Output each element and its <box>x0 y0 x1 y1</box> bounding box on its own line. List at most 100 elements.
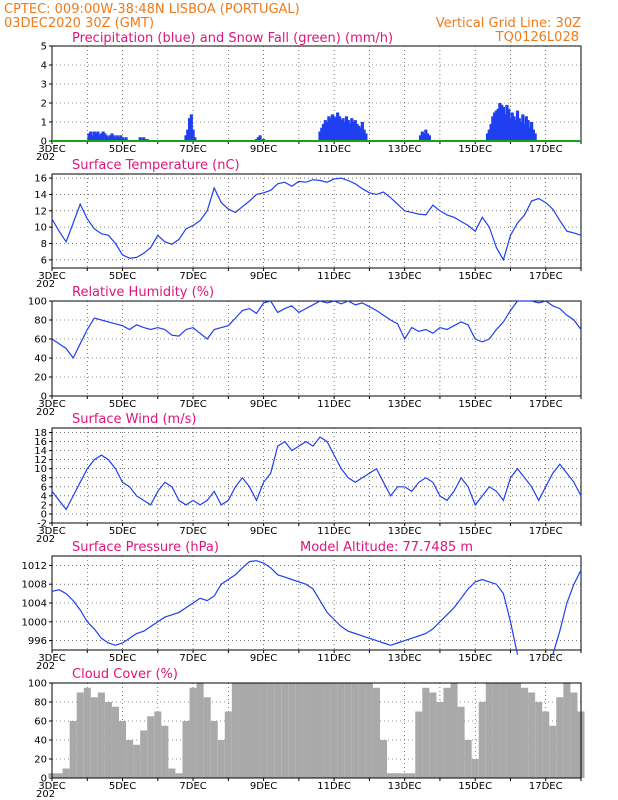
wind-year-stub: 202 <box>36 534 55 545</box>
cloud-bar <box>379 740 388 778</box>
pressure-line <box>51 560 582 655</box>
precip-bar <box>103 133 107 141</box>
cloud-bar <box>175 773 183 778</box>
cloud-bar <box>295 683 303 778</box>
cloud-xtick-label: 3DEC <box>38 781 65 792</box>
precip-bar <box>350 118 354 141</box>
precip-bar <box>515 110 520 141</box>
cloud-bar <box>217 740 225 778</box>
precip-bar <box>94 133 98 141</box>
precip-bar <box>96 131 100 141</box>
cloud-title: Cloud Cover (%) <box>72 667 178 682</box>
precip-ytick-label: 5 <box>41 42 47 53</box>
temp-ytick-label: 10 <box>34 223 47 234</box>
precip-bar <box>427 135 431 141</box>
precip-bar <box>329 118 333 141</box>
precip-xtick-label: 11DEC <box>317 144 351 155</box>
pressure-title: Surface Pressure (hPa) <box>72 540 219 555</box>
precip-xtick-label: 17DEC <box>529 144 563 155</box>
wind-title: Surface Wind (m/s) <box>72 412 196 427</box>
cloud-bar <box>224 711 232 778</box>
precip-bar <box>341 118 345 141</box>
precip-bar <box>321 123 326 141</box>
precip-bar <box>514 120 518 141</box>
rh-xtick-label: 5DEC <box>109 399 136 410</box>
precip-bar <box>510 112 514 141</box>
precip-bar <box>420 131 424 141</box>
cloud-bar <box>126 740 134 778</box>
cloud-bar <box>260 683 268 778</box>
cloud-frame-top <box>51 682 582 779</box>
precip-xtick-label: 15DEC <box>458 144 492 155</box>
precip-bar <box>99 133 103 141</box>
cloud-bar <box>69 721 77 778</box>
rh-xtick-label: 11DEC <box>317 399 351 410</box>
rh-xtick-label: 3DEC <box>38 399 65 410</box>
pressure-xtick-label: 11DEC <box>317 653 351 664</box>
precip-bar <box>353 120 357 141</box>
precip-bar <box>487 129 491 141</box>
precip-bar <box>507 108 511 141</box>
cloud-bar <box>394 773 402 778</box>
cloud-bar <box>408 773 416 778</box>
precip-bar <box>186 129 190 141</box>
precip-bar <box>327 116 331 141</box>
precip-title: Precipitation (blue) and Snow Fall (gree… <box>72 31 393 46</box>
wind-ytick-label: 4 <box>41 491 47 502</box>
precip-bar <box>105 135 109 141</box>
precip-bar <box>117 137 121 141</box>
rh-xtick-label: 15DEC <box>458 399 492 410</box>
cloud-xtick-label: 5DEC <box>109 781 136 792</box>
cloud-bar <box>556 697 564 778</box>
precip-bar <box>522 123 527 141</box>
cloud-bar <box>154 711 162 778</box>
cloud-ytick-label: 40 <box>34 736 47 747</box>
cloud-ytick-label: 20 <box>34 755 47 766</box>
precip-ytick-label: 0 <box>41 137 47 148</box>
rh-xtick-label: 13DEC <box>388 399 422 410</box>
precip-bar <box>500 104 504 141</box>
precip-ytick-label: 1 <box>41 118 47 129</box>
temp-xtick-label: 17DEC <box>529 271 563 282</box>
cloud-bar <box>62 768 70 778</box>
pressure-xtick-label: 15DEC <box>458 653 492 664</box>
precip-bar <box>348 123 352 141</box>
wind-ytick-label: 10 <box>34 464 47 475</box>
pressure-ytick-label: 1012 <box>22 561 47 572</box>
rh-ytick-label: 0 <box>41 392 47 403</box>
precip-bar <box>346 120 350 141</box>
precip-bar <box>498 103 502 141</box>
precip-bar <box>113 137 118 141</box>
cloud-bar <box>471 759 479 778</box>
precip-bar <box>424 129 428 141</box>
precip-bar <box>92 131 96 141</box>
cloud-bar <box>365 683 373 778</box>
cloud-bar <box>302 683 310 778</box>
rh-line <box>51 300 582 360</box>
cloud-bar <box>76 692 84 778</box>
wind-xtick-label: 17DEC <box>529 526 563 537</box>
rh-ytick-label: 100 <box>28 297 47 308</box>
temp-ytick-label: 8 <box>41 239 47 250</box>
cloud-bar <box>358 683 366 778</box>
cloud-bar <box>387 773 395 778</box>
cloud-bar <box>267 683 275 778</box>
cloud-bar <box>422 687 430 778</box>
rh-title: Relative Humidity (%) <box>72 285 214 300</box>
temp-ytick-label: 14 <box>34 190 47 201</box>
wind-xtick-label: 15DEC <box>458 526 492 537</box>
precip-bar <box>343 122 347 141</box>
pressure-ytick-label: 1004 <box>22 599 47 610</box>
precip-bar <box>330 114 334 141</box>
cloud-bar <box>401 773 409 778</box>
precip-bar <box>501 106 506 141</box>
cloud-bar <box>323 683 331 778</box>
precip-bar <box>530 122 534 141</box>
precip-bar <box>112 135 116 141</box>
precip-bar <box>351 122 356 141</box>
pressure-xtick-label: 9DEC <box>250 653 277 664</box>
precip-bar <box>325 122 329 141</box>
wind-ytick-label: 0 <box>41 509 47 520</box>
precip-bar <box>336 112 340 141</box>
